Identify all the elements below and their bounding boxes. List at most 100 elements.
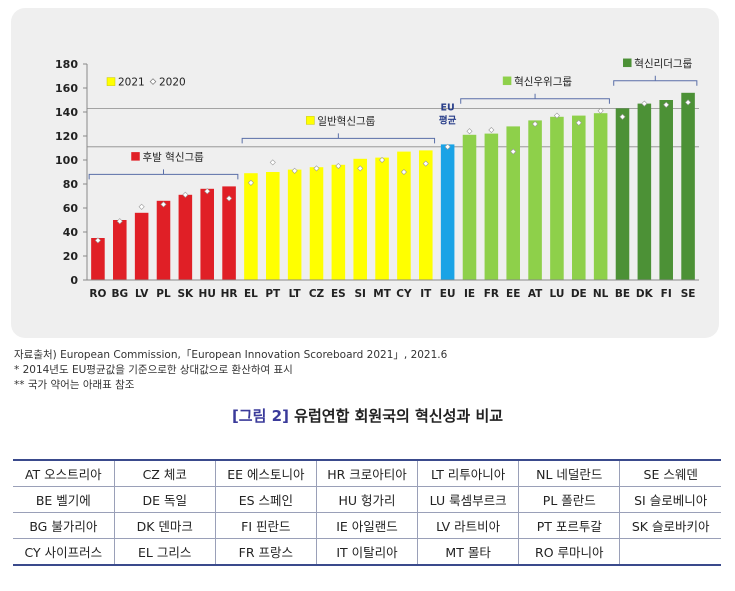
marker-2020-es [335,162,342,170]
table-cell: LT 리투아니아 [417,460,520,487]
y-tick-label: 140 [55,106,78,119]
bar-ee [506,126,520,281]
eu-label: EU [441,102,455,113]
x-tick-label: DE [571,288,587,300]
table-cell: CZ 체코 [113,460,216,487]
marker-2020-sk [182,191,189,198]
y-tick-label: 20 [63,250,79,263]
marker-2020-lu [553,112,560,119]
y-tick-label: 0 [70,274,78,287]
marker-2020-fi [663,101,670,108]
y-tick-label: 120 [55,130,78,143]
y-tick-label: 180 [55,58,78,71]
x-tick-label: FR [484,288,499,300]
table-row: AT 오스트리아 CZ 체코 EE 에스토니아 HR 크로아티아 LT 리투아니아 NL … [13,460,721,487]
table-cell: RO 루마니아 [518,538,621,565]
bar-se [681,92,695,280]
bar-hu [200,188,214,280]
marker-2020-el [247,179,254,186]
x-tick-label: IE [464,288,475,300]
x-tick-label: LU [550,288,565,300]
table-cell: HU 헝가리 [315,486,419,513]
x-tick-label: SK [178,288,195,300]
marker-2020-fr [488,126,495,134]
bar-ro [91,238,105,280]
bar-pt [266,172,280,280]
marker-2020-lv [138,203,145,210]
x-tick-label: CY [396,288,412,300]
x-tick-label: LT [289,288,302,300]
bar-cy [397,151,411,280]
table-cell: SI 슬로베니아 [619,486,721,513]
table-cell: FR 프랑스 [214,538,317,565]
legend-marker-2020 [149,78,157,85]
bar-fr [484,133,499,280]
x-tick-label: FI [661,288,672,300]
group-bracket [241,133,436,144]
bar-at [528,120,542,281]
marker-2020-si [357,165,364,172]
bar-lu [550,116,564,280]
table-cell: PT 포르투갈 [518,512,621,539]
bar-pl [156,200,171,280]
table-cell: AT 오스트리아 [13,460,115,487]
legend-label-2021: 2021 [118,77,145,89]
marker-2020-pl [160,201,167,208]
table-cell: SK 슬로바키아 [619,512,721,539]
marker-2020-se [685,99,692,106]
chart-panel: 0 20 40 60 80 100 120 140 160 180 RO BG LV PL SK HU HR EL… [11,8,719,338]
x-tick-label: HR [221,288,238,300]
marker-2020-lt [291,167,298,174]
x-tick-label: CZ [309,288,325,300]
x-tick-label: ES [331,288,346,300]
bar-cz [309,167,324,280]
group-bracket [613,75,698,86]
bar-lv [134,212,149,280]
x-tick-label: IT [420,288,432,300]
bar-dk [637,103,652,280]
bar-el [244,173,258,280]
table-cell: DK 덴마크 [113,512,216,539]
table-cell: IE 아일랜드 [315,512,419,539]
x-tick-label: DK [636,288,654,300]
marker-2020-nl [597,107,604,114]
bar-fi [659,100,673,280]
figure-caption: [그림 2] 유럽연합 회원국의 혁신성과 비교 [0,405,735,426]
table-cell: SE 스웨덴 [619,460,721,487]
bar-bg [113,220,127,280]
marker-2020-at [532,120,539,128]
marker-2020-cz [313,165,320,172]
marker-2020-hu [204,188,211,195]
table-cell: HR 크로아티아 [315,460,419,487]
bar-lt [287,169,302,280]
marker-2020-ee [510,148,517,155]
figure-title: 유럽연합 회원국의 혁신성과 비교 [294,407,504,425]
y-tick-label: 40 [63,226,79,239]
y-tick-label: 80 [63,178,79,191]
source-notes: 자료출처) European Commission,「European Inno… [14,348,447,393]
table-cell: NL 네덜란드 [518,460,621,487]
legend-swatch-2021 [106,77,116,86]
bar-be [615,108,630,281]
x-tick-label: EE [506,288,520,300]
marker-2020-de [575,119,582,126]
table-cell [619,538,721,565]
bar-nl [593,113,608,280]
table-cell: BG 불가리아 [13,512,115,539]
marker-2020-bg [116,218,123,225]
table-row: CY 사이프러스 EL 그리스 FR 프랑스 IT 이탈리아 MT 몰타 RO 루마니아 [13,538,721,565]
table-cell: EE 에스토니아 [214,460,317,487]
marker-2020-it [422,160,429,167]
group-legend-swatch [623,58,632,68]
bar-sk [178,194,193,280]
x-tick-label: NL [593,288,609,300]
group-bracket [88,169,239,180]
innovation-bar-chart: 0 20 40 60 80 100 120 140 160 180 RO BG LV PL SK HU HR EL… [55,58,699,300]
table-cell: EL 그리스 [113,538,216,565]
y-tick-label: 160 [55,82,78,95]
source-note: 자료출처) European Commission,「European Inno… [14,349,448,361]
group-legend-swatch [306,116,315,125]
x-tick-label: HU [199,288,216,300]
group-label: 일반혁신그룹 [317,114,375,127]
marker-2020-mt [379,156,386,164]
